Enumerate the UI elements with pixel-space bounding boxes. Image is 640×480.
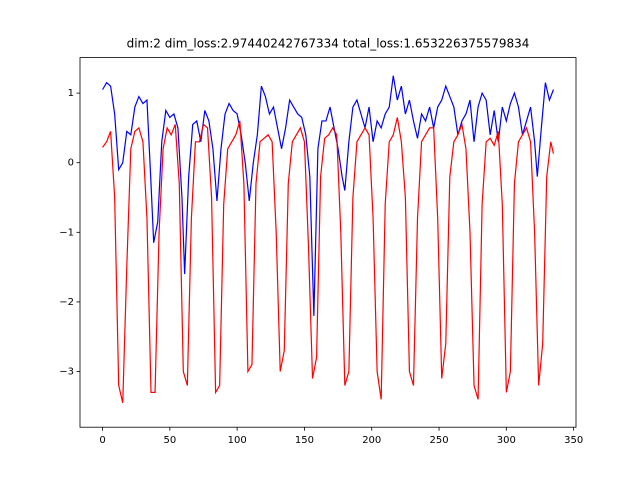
chart-title: dim:2 dim_loss:2.97440242767334 total_lo… <box>127 37 530 51</box>
plot-frame <box>79 57 577 428</box>
x-tick-label: 150 <box>295 435 314 446</box>
data-line <box>102 117 555 403</box>
x-tick-label: 100 <box>228 435 247 446</box>
y-tick-label: 1 <box>68 88 74 99</box>
x-tick-label: 250 <box>429 435 448 446</box>
y-tick-label: −3 <box>59 367 74 378</box>
y-tick-label: −2 <box>59 297 74 308</box>
x-tick-label: 200 <box>362 435 381 446</box>
x-tick-label: 50 <box>163 435 176 446</box>
y-tick-label: 0 <box>68 158 74 169</box>
x-tick-label: 300 <box>497 435 516 446</box>
x-tick-label: 350 <box>564 435 583 446</box>
y-tick-label: −1 <box>59 227 74 238</box>
data-line <box>102 75 555 316</box>
x-tick-label: 0 <box>99 435 105 446</box>
